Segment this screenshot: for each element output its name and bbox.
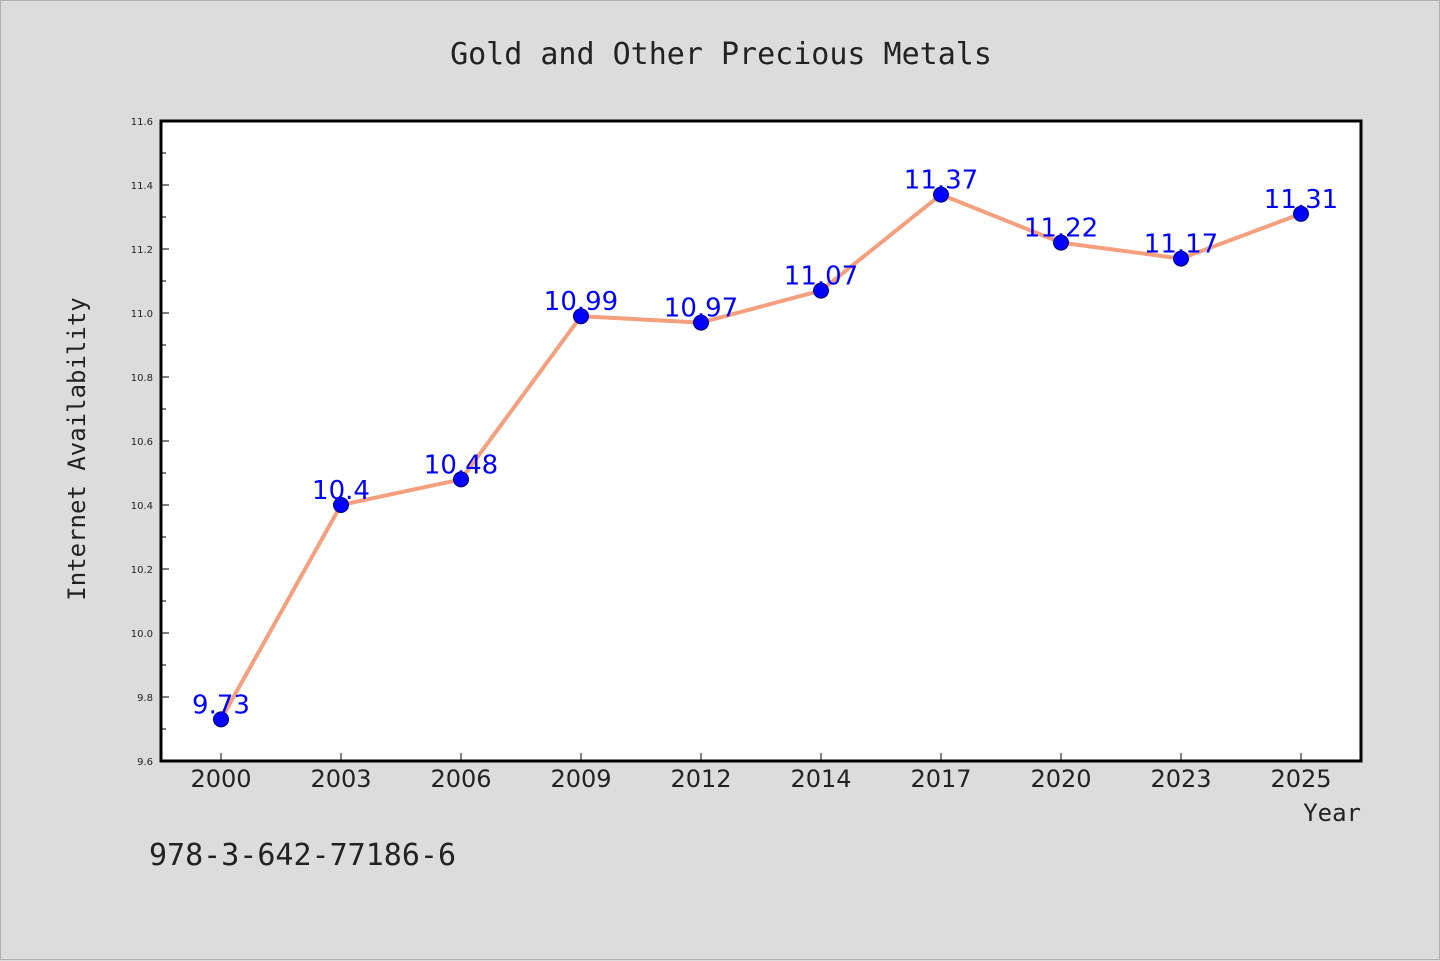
data-point [333,497,349,513]
data-label: 10.4 [312,476,370,506]
data-series: 9.73 10.4 10.48 10.99 10.97 11.07 11.37 11.22 11… [192,166,1338,728]
x-tick-label: 2020 [1030,765,1091,793]
x-tick-label: 2025 [1270,765,1331,793]
data-label: 11.17 [1144,230,1218,260]
y-tick-label: 11.6 [131,117,153,128]
series-line [219,192,1302,721]
x-tick-label: 2000 [190,765,251,793]
data-point [813,282,829,299]
data-label: 11.31 [1264,185,1338,215]
plot-area [159,119,1363,763]
y-tick-label: 10.6 [131,437,153,448]
x-tick-label: 2003 [310,765,371,793]
data-point [213,711,229,728]
data-label: 10.97 [664,294,738,324]
x-tick-label: 2017 [910,765,971,793]
chart-title: Gold and Other Precious Metals [450,37,992,72]
x-axis-label: Year [1303,799,1361,827]
data-label: 11.22 [1024,214,1098,244]
y-axis: 9.6 9.8 10.0 10.2 10.4 10.6 10.8 11.0 11.2 11.4 11… [131,117,169,768]
y-tick-label: 10.2 [131,565,153,576]
y-tick-label: 10.8 [131,373,153,384]
data-label: 9.73 [192,690,250,720]
y-tick-label: 9.8 [137,693,153,704]
data-point [1293,205,1309,222]
y-tick-label: 11.4 [131,181,153,192]
x-tick-label: 2023 [1150,765,1211,793]
y-tick-label: 11.0 [131,309,153,320]
data-point [453,471,469,488]
data-label: 10.48 [424,450,498,480]
data-point [573,308,589,325]
data-label: 10.99 [544,287,618,317]
x-tick-label: 2014 [790,765,851,793]
x-axis: 2000 2003 2006 2009 2012 2014 2017 2020 2023 2025 [190,753,1332,793]
y-tick-label: 9.6 [137,757,153,768]
data-label: 11.07 [784,262,858,292]
y-axis-label: Internet Availability [63,297,91,600]
x-tick-label: 2012 [670,765,731,793]
data-point [693,314,709,331]
data-point [1173,250,1189,267]
y-tick-label: 10.0 [131,629,153,640]
data-label: 11.37 [904,166,978,196]
data-point [933,186,949,203]
isbn-text: 978-3-642-77186-6 [149,838,456,873]
x-tick-label: 2009 [550,765,611,793]
data-point [1053,234,1069,251]
x-tick-label: 2006 [430,765,491,793]
y-tick-label: 10.4 [131,501,153,512]
y-tick-label: 11.2 [131,245,153,256]
